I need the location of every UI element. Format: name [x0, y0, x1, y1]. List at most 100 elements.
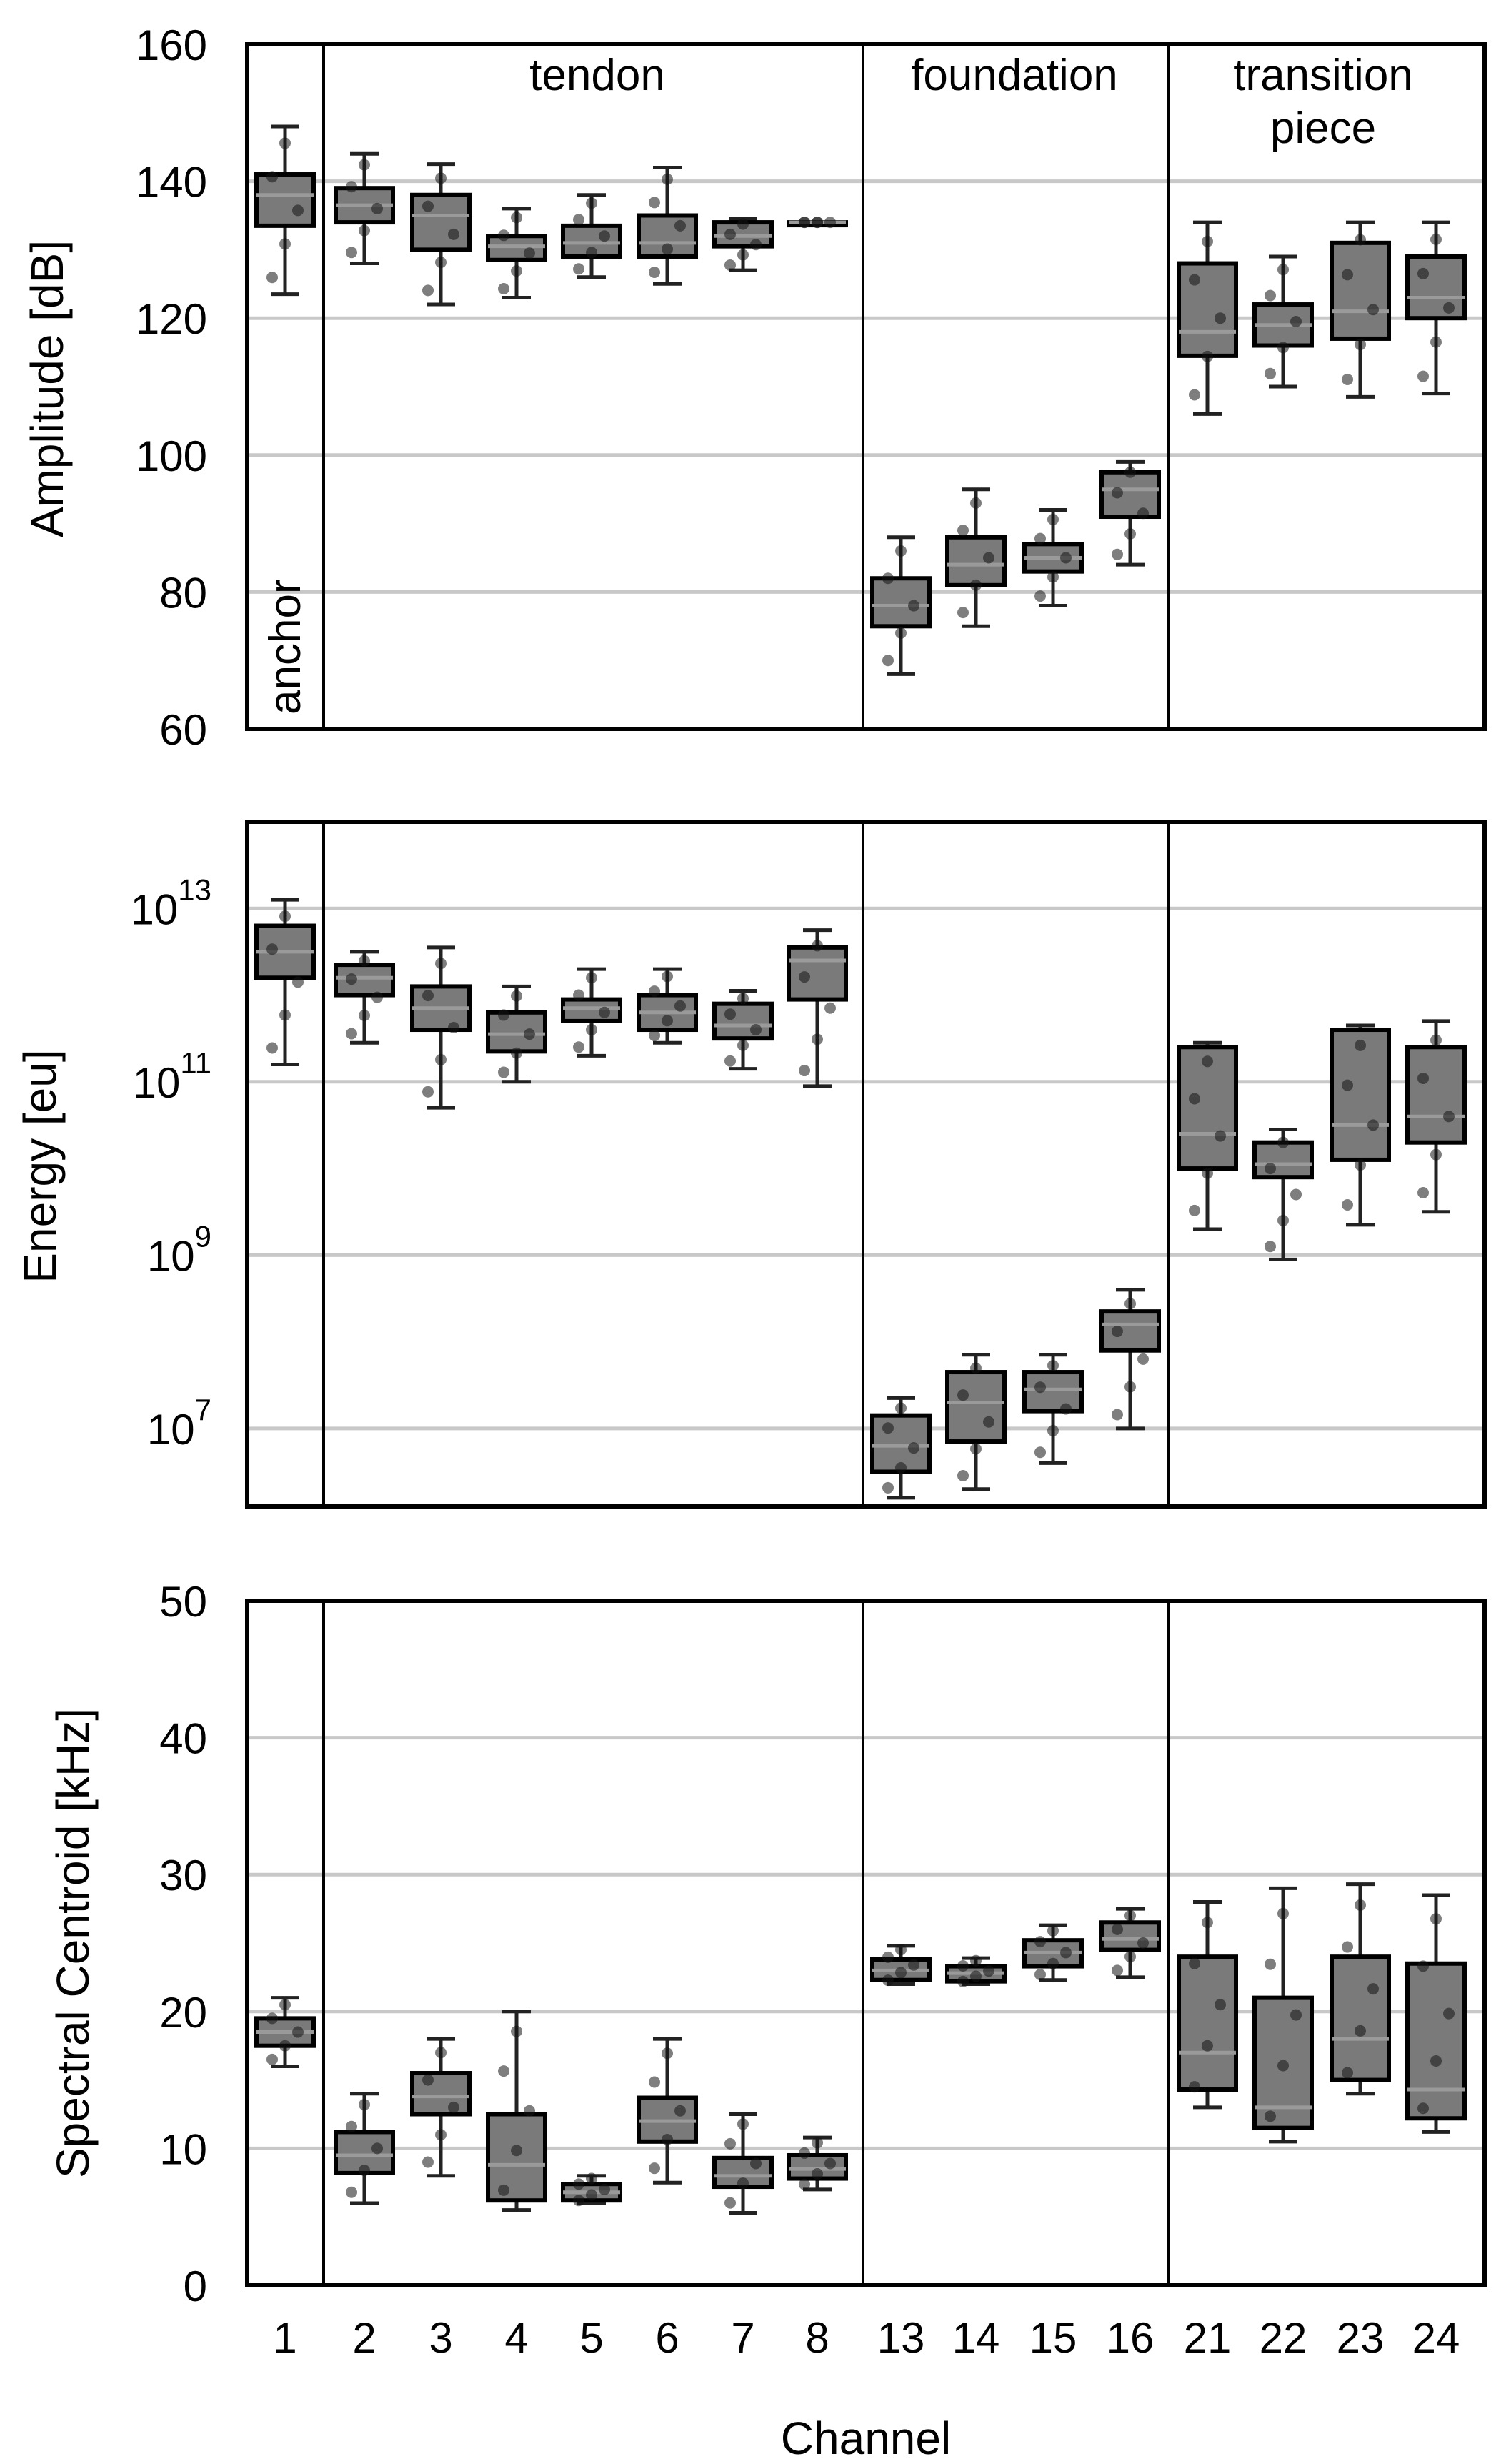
data-point — [1124, 466, 1136, 478]
data-point — [882, 572, 894, 585]
data-point — [1355, 2025, 1366, 2037]
y-tick-label: 0 — [184, 2262, 207, 2310]
data-point — [511, 265, 522, 277]
data-point — [422, 990, 434, 1002]
data-point — [649, 1029, 660, 1041]
box-7 — [712, 1001, 774, 1041]
box-13 — [870, 576, 932, 629]
data-point — [970, 497, 982, 509]
data-point — [573, 2178, 584, 2190]
x-tick-label: 14 — [952, 2314, 1000, 2362]
data-point — [1342, 2067, 1353, 2079]
data-point — [737, 1039, 749, 1051]
x-tick-labels: 1 2 3 4 5 6 7 8 13 14 15 16 21 22 23 24 — [273, 2314, 1460, 2362]
data-point — [662, 243, 673, 255]
data-point — [1277, 264, 1289, 276]
data-point — [498, 1066, 509, 1078]
data-point — [1112, 1964, 1123, 1977]
data-point — [895, 1462, 907, 1474]
data-point — [599, 2183, 610, 2195]
x-tick-label: 15 — [1029, 2314, 1077, 2362]
data-point — [448, 228, 459, 240]
box-23 — [1330, 1028, 1391, 1162]
data-point — [882, 1422, 894, 1434]
data-point — [1189, 1093, 1200, 1105]
data-point — [435, 2129, 447, 2141]
y-tick-exponent: 13 — [178, 873, 211, 906]
data-point — [799, 971, 810, 983]
data-point — [882, 1951, 894, 1963]
amplitude-plot-frame — [245, 42, 1487, 731]
box-3 — [410, 192, 472, 252]
data-point — [279, 910, 291, 923]
box-21 — [1177, 1954, 1238, 2092]
data-point — [1112, 1409, 1123, 1421]
data-point — [524, 1028, 535, 1040]
data-point — [1112, 1923, 1123, 1935]
data-point — [1202, 1917, 1213, 1929]
data-point — [1202, 1167, 1213, 1179]
data-point — [1202, 235, 1213, 247]
data-point — [1430, 336, 1442, 348]
data-point — [649, 985, 660, 998]
data-point — [1277, 1907, 1289, 1919]
data-point — [750, 1024, 762, 1036]
data-point — [1047, 1424, 1059, 1436]
data-point — [662, 970, 673, 983]
data-point — [970, 1443, 982, 1455]
box-2 — [334, 963, 395, 998]
group-label-tendon: tendon — [529, 51, 665, 100]
x-tick-label: 5 — [579, 2314, 603, 2362]
data-point — [359, 224, 370, 237]
data-point — [724, 228, 736, 240]
data-point — [1443, 302, 1455, 314]
data-point — [1417, 1960, 1429, 1972]
data-point — [1034, 590, 1046, 602]
y-tick-label: 120 — [136, 295, 207, 343]
data-point — [812, 217, 823, 229]
y-tick-label: 20 — [159, 1989, 207, 2037]
data-point — [586, 1024, 597, 1036]
data-point — [1443, 1111, 1455, 1123]
data-point — [957, 1959, 969, 1972]
y-tick-label: 10 — [159, 2125, 207, 2173]
data-point — [1137, 507, 1149, 520]
data-point — [908, 1959, 919, 1971]
data-point — [1112, 1326, 1123, 1338]
data-point — [266, 2012, 278, 2025]
data-point — [1215, 1999, 1226, 2011]
data-point — [970, 1954, 982, 1967]
energy-panel: 107 109 1011 1013 Energy [eu] — [14, 820, 1487, 1509]
y-tick-label: 1013 — [131, 873, 211, 933]
data-point — [1060, 552, 1072, 564]
data-point — [1417, 1072, 1429, 1084]
data-point — [1124, 527, 1136, 540]
data-point — [908, 1442, 919, 1454]
data-point — [1277, 2060, 1289, 2072]
x-tick-label: 8 — [805, 2314, 829, 2362]
data-point — [882, 1481, 894, 1494]
centroid-y-ticks: 0 10 20 30 40 50 — [159, 1578, 207, 2310]
data-point — [1367, 1119, 1379, 1131]
box-8 — [787, 945, 848, 1002]
data-point — [983, 1965, 994, 1977]
data-point — [1430, 1913, 1442, 1925]
data-point — [422, 1086, 434, 1098]
data-point — [799, 2147, 810, 2159]
data-point — [1367, 304, 1379, 316]
data-point — [422, 200, 434, 212]
data-point — [1124, 1298, 1136, 1310]
data-point — [724, 2137, 736, 2150]
data-point — [1034, 1969, 1046, 1981]
data-point — [1265, 1958, 1276, 1970]
data-point — [573, 1041, 584, 1053]
data-point — [1060, 1947, 1072, 1959]
box-16 — [1099, 1920, 1161, 1952]
y-tick-label: 160 — [136, 21, 207, 69]
data-point — [1034, 1381, 1046, 1394]
group-label-anchor: anchor — [261, 579, 310, 715]
data-point — [586, 972, 597, 984]
data-point — [1047, 1359, 1059, 1371]
data-point — [573, 263, 584, 275]
group-label-foundation: foundation — [911, 51, 1118, 100]
